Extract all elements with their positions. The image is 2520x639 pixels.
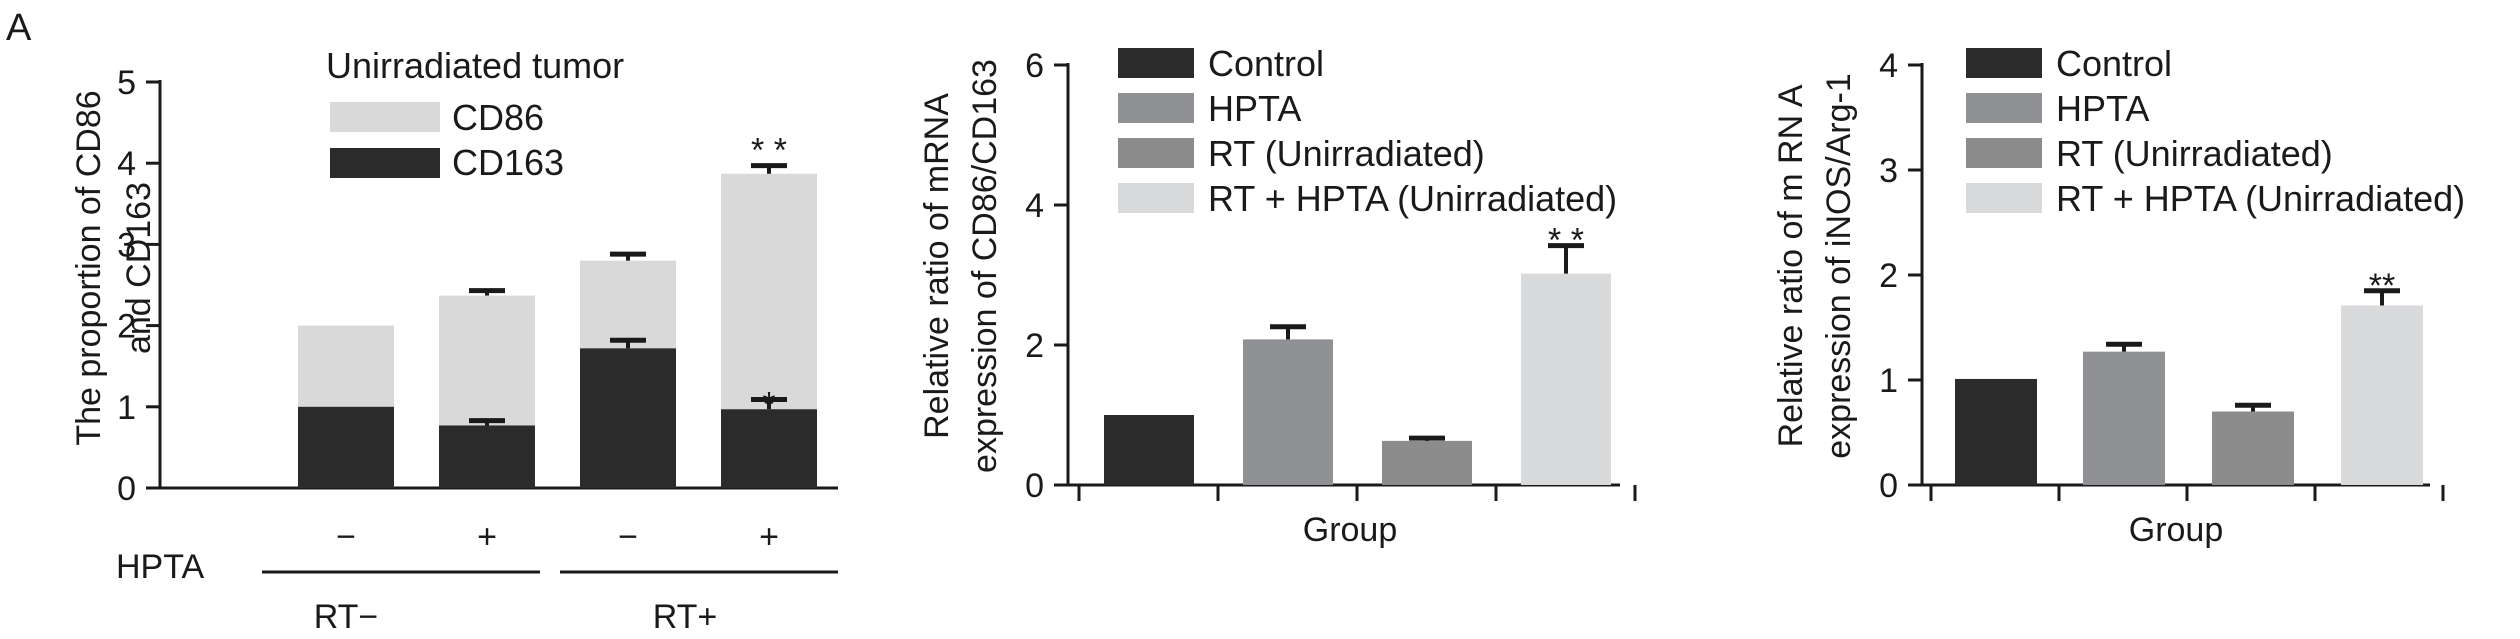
legend-swatch-cd86 <box>330 102 440 132</box>
legend-label: Control <box>2056 43 2172 84</box>
bar-cd163 <box>721 409 817 488</box>
bar-cd86 <box>439 295 535 426</box>
bar <box>1382 440 1472 485</box>
bar-cd86 <box>721 173 817 410</box>
legend-label: HPTA <box>2056 88 2149 129</box>
group-label-rt-minus: RT− <box>314 598 379 636</box>
bar <box>1104 415 1194 485</box>
y-tick-label: 2 <box>1025 327 1044 365</box>
legend-label: RT + HPTA (Unirradiated) <box>2056 178 2465 219</box>
bar-cd86 <box>580 260 676 349</box>
y-tick-label: 6 <box>1025 47 1044 85</box>
y-tick-label: 2 <box>117 308 136 346</box>
y-tick-label: 1 <box>117 389 136 427</box>
y-axis-title: The proportion of CD86 <box>70 90 108 445</box>
legend-label: HPTA <box>1208 88 1301 129</box>
significance-marker: * * <box>1548 222 1584 260</box>
y-tick-label: 2 <box>1879 257 1898 295</box>
factor-label-hpta: HPTA <box>116 548 204 586</box>
y-axis-title: Relative ratio of mRNA <box>918 93 956 439</box>
bar <box>2083 351 2165 485</box>
bar-cd163 <box>580 348 676 488</box>
x-tick-label: − <box>618 518 638 556</box>
legend-swatch <box>1966 183 2042 213</box>
x-axis-title: Group <box>1303 511 1398 549</box>
y-axis-title: expression of CD86/CD163 <box>966 59 1004 473</box>
x-tick-label: + <box>477 518 497 556</box>
chart-inos-arg1-ratio: 0 1 2 3 4 Relative ratio of m RN A expression … <box>1772 43 2465 549</box>
legend-swatch <box>1966 93 2042 123</box>
legend-swatch <box>1966 48 2042 78</box>
legend-swatch <box>1118 48 1194 78</box>
y-tick-label: 0 <box>1025 467 1044 505</box>
significance-marker: ** <box>2369 267 2395 305</box>
bar <box>2341 305 2423 485</box>
legend-swatch-cd163 <box>330 148 440 178</box>
chart-cd86-cd163-ratio: 0 2 4 6 Relative ratio of mRNA expression of … <box>918 43 1637 549</box>
legend-label: RT (Unirradiated) <box>2056 133 2333 174</box>
group-label-rt-plus: RT+ <box>653 598 718 636</box>
bar <box>2212 411 2294 485</box>
y-axis-title: Relative ratio of m RN A <box>1772 84 1810 447</box>
legend-label: Control <box>1208 43 1324 84</box>
y-tick-label: 3 <box>117 226 136 264</box>
bar-cd163 <box>439 425 535 488</box>
y-tick-label: 0 <box>1879 467 1898 505</box>
legend-label-cd86: CD86 <box>452 97 544 138</box>
legend-label: RT + HPTA (Unirradiated) <box>1208 178 1617 219</box>
legend-swatch <box>1966 138 2042 168</box>
legend-label-cd163: CD163 <box>452 142 564 183</box>
y-tick-label: 4 <box>1879 47 1898 85</box>
x-axis-title: Group <box>2129 511 2224 549</box>
y-tick-label: 4 <box>1025 187 1044 225</box>
y-tick-label: 5 <box>117 64 136 102</box>
legend-title: Unirradiated tumor <box>326 45 624 86</box>
y-tick-label: 0 <box>117 470 136 508</box>
significance-marker: * <box>762 385 775 423</box>
bar-cd86 <box>298 325 394 407</box>
legend-swatch <box>1118 93 1194 123</box>
y-tick-label: 4 <box>117 145 136 183</box>
bar-cd163 <box>298 406 394 488</box>
bar <box>1955 378 2037 485</box>
bar <box>1243 339 1333 485</box>
legend-swatch <box>1118 183 1194 213</box>
legend-swatch <box>1118 138 1194 168</box>
bar <box>1521 273 1611 485</box>
y-tick-label: 3 <box>1879 152 1898 190</box>
y-axis-title: expression of iNOS/Arg-1 <box>1820 73 1858 459</box>
y-tick-label: 1 <box>1879 362 1898 400</box>
x-tick-label: − <box>336 518 356 556</box>
legend-label: RT (Unirradiated) <box>1208 133 1485 174</box>
y-axis-title: and CD163 <box>120 182 158 354</box>
x-tick-label: + <box>759 518 779 556</box>
significance-marker: * * <box>751 132 787 170</box>
panel-letter: A <box>6 7 32 49</box>
